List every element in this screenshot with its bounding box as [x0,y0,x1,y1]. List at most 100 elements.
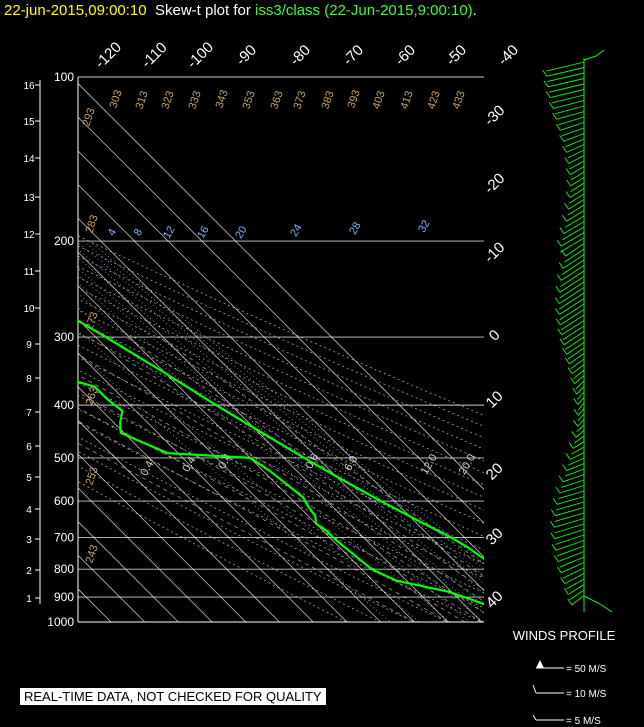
height-tick-label: 9 [26,340,32,351]
wind-barb-feather [552,498,558,505]
mixing-ratio-label: 8 [132,227,145,238]
wind-barb-feather [545,91,551,98]
wind-barb [554,523,585,534]
height-tick-label: 1 [26,594,32,605]
wind-barb [571,446,585,455]
wind-top-hook [583,49,605,61]
dry-adiabat [78,422,482,622]
wind-barb-feather [555,286,561,293]
wind-barb-feather [559,227,565,234]
wind-barb [577,402,585,411]
mixing-ratio-line [78,307,451,622]
wind-barb [576,424,585,433]
wind-barb [559,276,585,293]
wind-barb-feather [564,202,569,210]
wind-barb-feather [562,146,567,153]
wind-barb-feather [561,249,566,257]
dry-adiabat [78,436,448,622]
moist-adiabat-label: 20.0 [457,452,478,477]
isotherm-line [78,419,280,622]
wind-barb [561,259,585,275]
wind-barb [558,116,585,126]
height-tick-label: 16 [23,81,35,92]
wind-barb-feather [558,262,564,269]
wind-barb [561,479,585,488]
wind-barb [564,336,585,350]
wind-barb-feather [557,328,563,336]
wind-barb [559,237,585,253]
isotherm-line [78,285,415,622]
axes [35,77,484,623]
dry-adiabat [78,408,484,609]
wind-barb [555,507,585,517]
wind-barb [559,556,585,568]
wind-barb-feather [565,191,571,198]
wind-barb [575,430,585,438]
wind-barb [563,221,585,234]
moist-adiabats [78,336,484,622]
dry-adiabat [78,395,484,594]
wind-barb [551,94,585,104]
wind-barb [563,133,585,142]
wind-barb-feather [563,588,569,595]
wind-barb [562,567,585,579]
title-end: . [472,2,477,19]
wind-barb [569,193,585,204]
isotherms [0,77,484,622]
wind-barb-feather [558,475,564,483]
wind-barb [568,199,585,210]
wind-barb [561,320,585,336]
dry-adiabat [78,369,484,565]
wind-barb [564,468,585,477]
wind-barb [554,105,585,115]
wind-barb-feather [556,274,562,281]
isotherm-line [78,150,484,558]
dry-adiabat-label: 293 [81,106,98,127]
dry-adiabat-label: 383 [320,89,337,110]
wind-barb [562,474,585,483]
height-tick-label: 13 [23,193,35,204]
dewpoint-trace [78,380,484,606]
wind-barb [560,122,585,131]
wind-barb [559,485,585,494]
legend-pennant [536,660,544,668]
isotherm-line [78,184,484,592]
wind-barb [569,188,585,198]
isotherm-line [78,521,179,622]
wind-barb [566,463,585,472]
wind-barb-feather [571,431,577,438]
temperature-right-label: 0 [486,327,504,345]
wind-barb [562,325,585,341]
wind-barb [570,171,585,181]
mixing-ratio-label: 24 [288,222,305,239]
wind-barb [577,391,585,400]
page-title: 22-jun-2015,09:00:10 Skew-t plot for iss… [4,2,477,19]
wind-barb-feather [570,377,576,384]
wind-barb-feather [550,509,556,516]
isotherm-line [0,77,44,622]
mixing-ratio-line [78,242,484,577]
wind-barb [554,512,585,522]
wind-barb [560,265,585,281]
wind-barb-feather [550,520,555,528]
mixing-ratio-label: 12 [161,224,178,241]
dry-adiabat [78,450,414,622]
wind-barb [558,490,585,500]
temperature-trace [78,319,484,561]
dry-adiabat-label: 413 [399,89,416,110]
moist-adiabat [78,392,482,622]
wind-barb [569,353,585,365]
wind-barb [566,210,585,222]
isotherm-line [78,217,482,622]
height-tick-label: 11 [24,267,35,278]
isotherm-line [78,453,247,622]
wind-barb-feather [562,348,567,355]
wind-barb [564,248,585,263]
wind-barb-feather [551,543,557,551]
isobars [78,76,484,623]
legend-feather [532,714,537,721]
wind-barb [555,534,585,545]
wind-barb-feather [566,179,571,187]
height-tick-label: 15 [23,117,35,128]
moist-adiabat [78,354,484,602]
